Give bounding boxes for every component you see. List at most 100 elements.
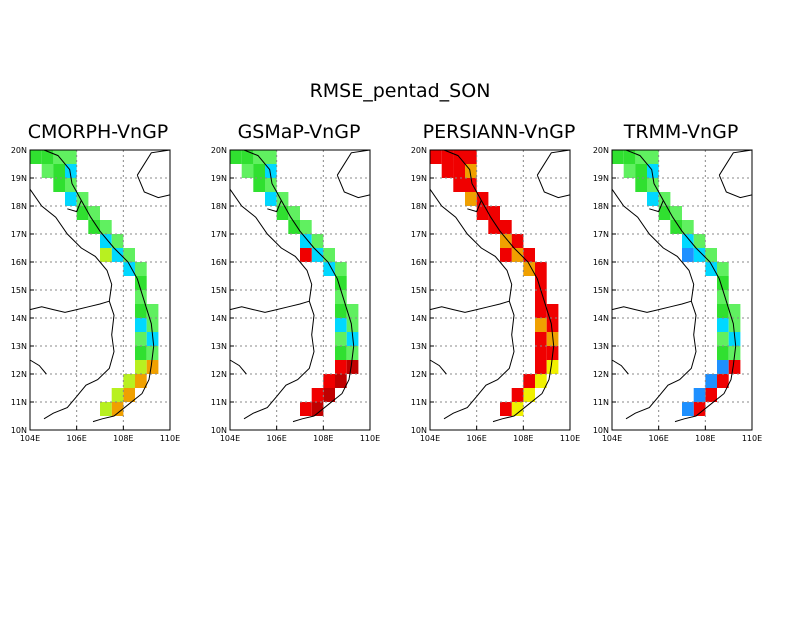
grid-cell	[682, 402, 694, 416]
lat-tick-label: 11N	[211, 398, 227, 407]
grid-cell	[135, 276, 147, 290]
grid-cell	[335, 332, 347, 346]
grid-cell	[323, 388, 335, 402]
grid-cell	[123, 248, 135, 262]
lat-tick-label: 16N	[211, 258, 227, 267]
grid-cell	[230, 150, 242, 164]
grid-cell	[41, 150, 54, 164]
grid-cell	[311, 248, 324, 262]
grid-cell	[546, 318, 559, 332]
grid-cell	[88, 206, 100, 220]
grid-cell	[670, 220, 682, 234]
hainan-outline	[336, 149, 371, 199]
lon-tick-label: 108E	[313, 434, 333, 443]
grid-cell	[717, 318, 729, 332]
lat-tick-label: 17N	[11, 230, 27, 239]
lat-tick-label: 20N	[593, 146, 609, 155]
lon-tick-label: 110E	[160, 434, 180, 443]
grid-cell	[523, 262, 535, 276]
lat-tick-label: 16N	[411, 258, 427, 267]
grid-cell	[693, 234, 706, 248]
lat-tick-label: 19N	[211, 174, 227, 183]
grid-cell	[546, 304, 559, 318]
grid-cell	[717, 360, 729, 374]
grid-cell	[500, 220, 512, 234]
panel-title-gsmap: GSMaP-VnGP	[237, 121, 361, 143]
grid-cell	[300, 220, 312, 234]
grid-cell	[146, 360, 159, 374]
panel-title-trmm: TRMM-VnGP	[623, 121, 739, 143]
grid-cell	[65, 150, 77, 164]
country-border	[229, 188, 315, 420]
grid-cell	[323, 248, 335, 262]
lat-tick-label: 11N	[593, 398, 609, 407]
lat-tick-label: 16N	[11, 258, 27, 267]
grid-cell	[335, 290, 347, 304]
grid-cell	[535, 346, 547, 360]
lon-tick-label: 106E	[467, 434, 487, 443]
grid-cell	[346, 360, 359, 374]
lat-tick-label: 13N	[411, 342, 427, 351]
grid-cell	[635, 178, 647, 192]
grid-cell	[647, 178, 659, 192]
grid-cell	[276, 192, 289, 206]
grid-cell	[135, 262, 147, 276]
grid-cell	[511, 248, 524, 262]
lat-tick-label: 18N	[211, 202, 227, 211]
lat-tick-label: 19N	[11, 174, 27, 183]
grid-cell	[535, 304, 547, 318]
grid-cell	[311, 388, 324, 402]
grid-cell	[693, 402, 706, 416]
grid-cell	[453, 178, 465, 192]
grid-cell	[535, 318, 547, 332]
grid-cell	[717, 374, 729, 388]
lat-tick-label: 15N	[11, 286, 27, 295]
grid-cell	[705, 374, 717, 388]
grid-cell	[465, 164, 477, 178]
grid-cell	[705, 388, 717, 402]
grid-cell	[123, 374, 135, 388]
grid-cell	[88, 220, 100, 234]
lon-tick-label: 104E	[220, 434, 240, 443]
grid-cell	[523, 248, 535, 262]
hainan-outline	[718, 149, 753, 199]
country-border	[67, 200, 82, 213]
grid-cell	[335, 346, 347, 360]
lat-tick-label: 10N	[11, 426, 27, 435]
grid-cell	[253, 178, 265, 192]
lat-tick-label: 18N	[11, 202, 27, 211]
grid-cell	[335, 360, 347, 374]
grid-cell	[500, 248, 512, 262]
grid-cell	[30, 150, 42, 164]
grid-cell	[717, 304, 729, 318]
grid-cell	[335, 374, 347, 388]
grid-cell	[135, 360, 147, 374]
grid-cell	[300, 248, 312, 262]
grid-cell	[53, 164, 65, 178]
lat-tick-label: 13N	[11, 342, 27, 351]
grid-cell	[111, 234, 124, 248]
lon-tick-label: 104E	[20, 434, 40, 443]
lat-tick-label: 17N	[211, 230, 227, 239]
grid-cell	[728, 318, 741, 332]
grid-cell	[693, 248, 706, 262]
grid-cell	[717, 290, 729, 304]
lat-tick-label: 11N	[11, 398, 27, 407]
grid-cell	[476, 192, 489, 206]
grid-cell	[65, 178, 77, 192]
country-border	[267, 200, 282, 213]
grid-cell	[135, 332, 147, 346]
grid-cell	[335, 318, 347, 332]
grid-cell	[111, 402, 124, 416]
grid-cell	[658, 206, 671, 220]
lon-tick-label: 106E	[649, 434, 669, 443]
grid-cell	[535, 332, 547, 346]
coastline	[625, 149, 737, 423]
grid-cell	[76, 192, 89, 206]
grid-cell	[511, 402, 524, 416]
lat-tick-label: 13N	[211, 342, 227, 351]
country-border	[429, 188, 515, 420]
